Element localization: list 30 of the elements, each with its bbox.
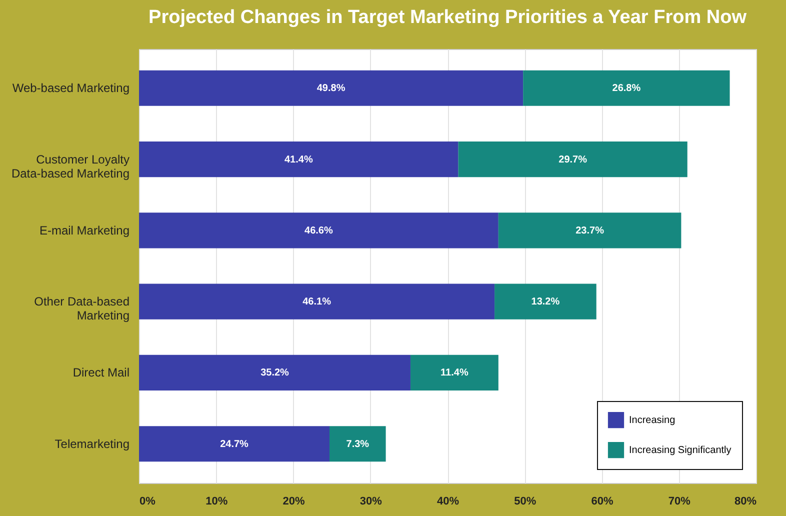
data-label: 46.1% (302, 296, 332, 308)
x-tick-label: 10% (206, 496, 228, 508)
y-tick-label: Customer Loyalty Data-based Marketing (11, 152, 130, 180)
x-tick-label: 20% (282, 496, 305, 508)
x-tick-label: 40% (436, 496, 460, 508)
data-label: 35.2% (260, 368, 290, 379)
data-label: 24.7% (220, 438, 249, 450)
x-tick-label: 80% (734, 496, 757, 508)
x-tick-label: 30% (360, 496, 382, 508)
legend-label: Increasing (629, 415, 676, 426)
data-label: 46.6% (304, 225, 333, 236)
y-tick-label: Web-based Marketing (12, 81, 130, 96)
y-tick-label: Other Data-based Marketing (34, 294, 130, 323)
data-label: 23.7% (576, 225, 604, 236)
x-tick-label: 50% (514, 496, 536, 508)
data-label: 7.3% (346, 438, 370, 450)
x-tick-label: 70% (668, 496, 691, 508)
y-tick-label: Telemarketing (54, 436, 130, 451)
data-label: 29.7% (558, 154, 588, 166)
data-label: 13.2% (531, 296, 560, 308)
x-tick-label: 60% (591, 496, 614, 508)
data-label: 41.4% (284, 154, 313, 166)
chart-title: Projected Changes in Target Marketing Priorities a Year From Now (148, 7, 747, 28)
x-tick-label: 0% (140, 496, 156, 508)
y-tick-label: Direct Mail (72, 366, 130, 380)
y-tick-label: E-mail Marketing (39, 223, 130, 238)
data-label: 49.8% (316, 83, 346, 94)
data-label: 26.8% (612, 83, 641, 94)
data-label: 11.4% (440, 368, 468, 379)
legend-label: Increasing Significantly (629, 445, 732, 456)
